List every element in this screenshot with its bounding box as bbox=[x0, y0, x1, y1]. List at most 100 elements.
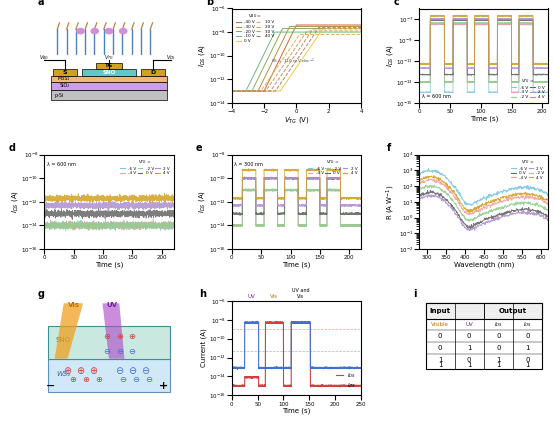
$I_{DS}$ bbox=[290, 319, 296, 324]
Text: ⊖: ⊖ bbox=[132, 375, 140, 384]
Text: ⊖: ⊖ bbox=[129, 347, 136, 356]
Text: 1: 1 bbox=[438, 362, 443, 368]
$I_{DS}$ bbox=[337, 385, 343, 390]
Legend: -6 V, -4 V, -2 V, 0 V, 2 V, 4 V: -6 V, -4 V, -2 V, 0 V, 2 V, 4 V bbox=[510, 76, 546, 101]
Text: 0: 0 bbox=[496, 345, 501, 351]
$I_{OS}$ bbox=[279, 366, 285, 371]
Text: UV: UV bbox=[106, 302, 117, 308]
X-axis label: Time (s): Time (s) bbox=[282, 262, 311, 268]
Circle shape bbox=[77, 28, 84, 34]
Text: h: h bbox=[199, 289, 207, 299]
Text: Output: Output bbox=[499, 308, 527, 314]
Text: SNO: SNO bbox=[102, 70, 116, 75]
Bar bbox=[53, 69, 76, 76]
Text: λ = 600 nm: λ = 600 nm bbox=[422, 94, 450, 99]
Legend: $I_{DS}$, $I_{OS}$: $I_{DS}$, $I_{OS}$ bbox=[334, 369, 358, 392]
Y-axis label: $I_{DS}$ (A): $I_{DS}$ (A) bbox=[9, 190, 20, 213]
$I_{OS}$ bbox=[358, 365, 365, 370]
Text: 1: 1 bbox=[496, 362, 501, 368]
Text: $V_{TG}$: $V_{TG}$ bbox=[104, 53, 114, 62]
$I_{DS}$ bbox=[231, 383, 238, 388]
Line: $I_{OS}$: $I_{OS}$ bbox=[232, 322, 361, 369]
Text: 1: 1 bbox=[525, 362, 530, 368]
Text: 0: 0 bbox=[467, 357, 471, 363]
Text: p-Si: p-Si bbox=[55, 93, 64, 98]
X-axis label: Time (s): Time (s) bbox=[282, 408, 311, 414]
Bar bbox=[82, 69, 136, 76]
$I_{OS}$ bbox=[301, 320, 307, 325]
$I_{OS}$ bbox=[305, 319, 311, 324]
Text: 1: 1 bbox=[467, 345, 471, 351]
Legend: -6 V, -4 V, -2 V, 0 V, 2 V, 4 V: -6 V, -4 V, -2 V, 0 V, 2 V, 4 V bbox=[119, 157, 172, 177]
Text: ⊕: ⊕ bbox=[116, 332, 123, 341]
X-axis label: Time (s): Time (s) bbox=[470, 116, 498, 122]
Text: 0: 0 bbox=[438, 333, 443, 339]
Line: $I_{DS}$: $I_{DS}$ bbox=[232, 322, 361, 387]
Text: MoS₂: MoS₂ bbox=[57, 76, 69, 81]
Text: $I_{OS}$: $I_{OS}$ bbox=[523, 320, 532, 329]
Bar bbox=[425, 303, 542, 369]
Text: ⊕: ⊕ bbox=[82, 375, 89, 384]
Circle shape bbox=[91, 28, 99, 34]
Text: WS₂: WS₂ bbox=[56, 371, 70, 377]
$I_{DS}$ bbox=[228, 383, 235, 388]
$I_{OS}$ bbox=[228, 365, 235, 370]
Text: +: + bbox=[158, 381, 168, 391]
Polygon shape bbox=[55, 303, 83, 359]
$I_{OS}$ bbox=[344, 365, 351, 370]
Text: 1: 1 bbox=[467, 362, 471, 368]
Y-axis label: $I_{DS}$ (A): $I_{DS}$ (A) bbox=[384, 44, 394, 67]
Text: 0: 0 bbox=[467, 333, 471, 339]
Text: $V_{BG}$: $V_{BG}$ bbox=[39, 53, 49, 62]
Text: b: b bbox=[206, 0, 213, 7]
Text: i: i bbox=[413, 289, 416, 299]
Text: e: e bbox=[196, 143, 202, 153]
Text: g: g bbox=[38, 289, 45, 299]
Y-axis label: Current (A): Current (A) bbox=[201, 329, 207, 368]
Text: d: d bbox=[8, 143, 15, 153]
Bar bbox=[51, 76, 167, 82]
Text: Visible: Visible bbox=[431, 322, 449, 327]
Text: −: − bbox=[46, 381, 55, 391]
Text: 0: 0 bbox=[496, 333, 501, 339]
Text: Input: Input bbox=[430, 308, 451, 314]
Y-axis label: $I_{DS}$ (A): $I_{DS}$ (A) bbox=[197, 190, 207, 213]
Y-axis label: $I_{DS}$ (A): $I_{DS}$ (A) bbox=[197, 44, 207, 67]
Text: 0: 0 bbox=[438, 345, 443, 351]
$I_{OS}$ bbox=[339, 365, 346, 370]
Legend: -40 V, -30 V, -20 V, -10 V, 0 V, 10 V, 20 V, 30 V, 40 V: -40 V, -30 V, -20 V, -10 V, 0 V, 10 V, 2… bbox=[234, 11, 276, 45]
Text: ⊕: ⊕ bbox=[76, 366, 85, 376]
Bar bbox=[48, 326, 170, 359]
$I_{DS}$ bbox=[339, 383, 346, 388]
X-axis label: $V_{TG}$ (V): $V_{TG}$ (V) bbox=[284, 116, 309, 125]
Text: Vis: Vis bbox=[270, 294, 278, 299]
Text: SS = 110 mV dec$^{-1}$: SS = 110 mV dec$^{-1}$ bbox=[270, 57, 315, 66]
Bar bbox=[141, 69, 165, 76]
Text: $I_{DS}$: $I_{DS}$ bbox=[494, 320, 503, 329]
$I_{OS}$ bbox=[334, 366, 341, 371]
X-axis label: Time (s): Time (s) bbox=[95, 262, 123, 268]
Text: ⊖: ⊖ bbox=[141, 366, 149, 376]
Text: ⊖: ⊖ bbox=[115, 366, 124, 376]
Text: f: f bbox=[387, 143, 391, 153]
Text: ⊖: ⊖ bbox=[120, 375, 127, 384]
Text: ⊕: ⊕ bbox=[95, 375, 102, 384]
Text: UV: UV bbox=[247, 294, 255, 299]
$I_{DS}$ bbox=[344, 384, 351, 389]
Bar bbox=[51, 90, 167, 100]
Text: 1: 1 bbox=[525, 345, 530, 351]
Text: 1: 1 bbox=[438, 357, 443, 363]
Text: UV and
Vis: UV and Vis bbox=[292, 288, 309, 299]
Text: 1: 1 bbox=[496, 357, 501, 363]
Polygon shape bbox=[102, 303, 125, 359]
$I_{DS}$ bbox=[334, 383, 340, 388]
Circle shape bbox=[120, 28, 127, 34]
Text: ⊕: ⊕ bbox=[64, 366, 71, 376]
Text: Vis: Vis bbox=[68, 302, 80, 308]
Text: ⊕: ⊕ bbox=[129, 332, 136, 341]
Text: D: D bbox=[150, 70, 156, 75]
Bar bbox=[51, 82, 167, 90]
Bar bbox=[425, 303, 542, 319]
Bar bbox=[48, 359, 170, 392]
Text: UV: UV bbox=[465, 322, 473, 327]
